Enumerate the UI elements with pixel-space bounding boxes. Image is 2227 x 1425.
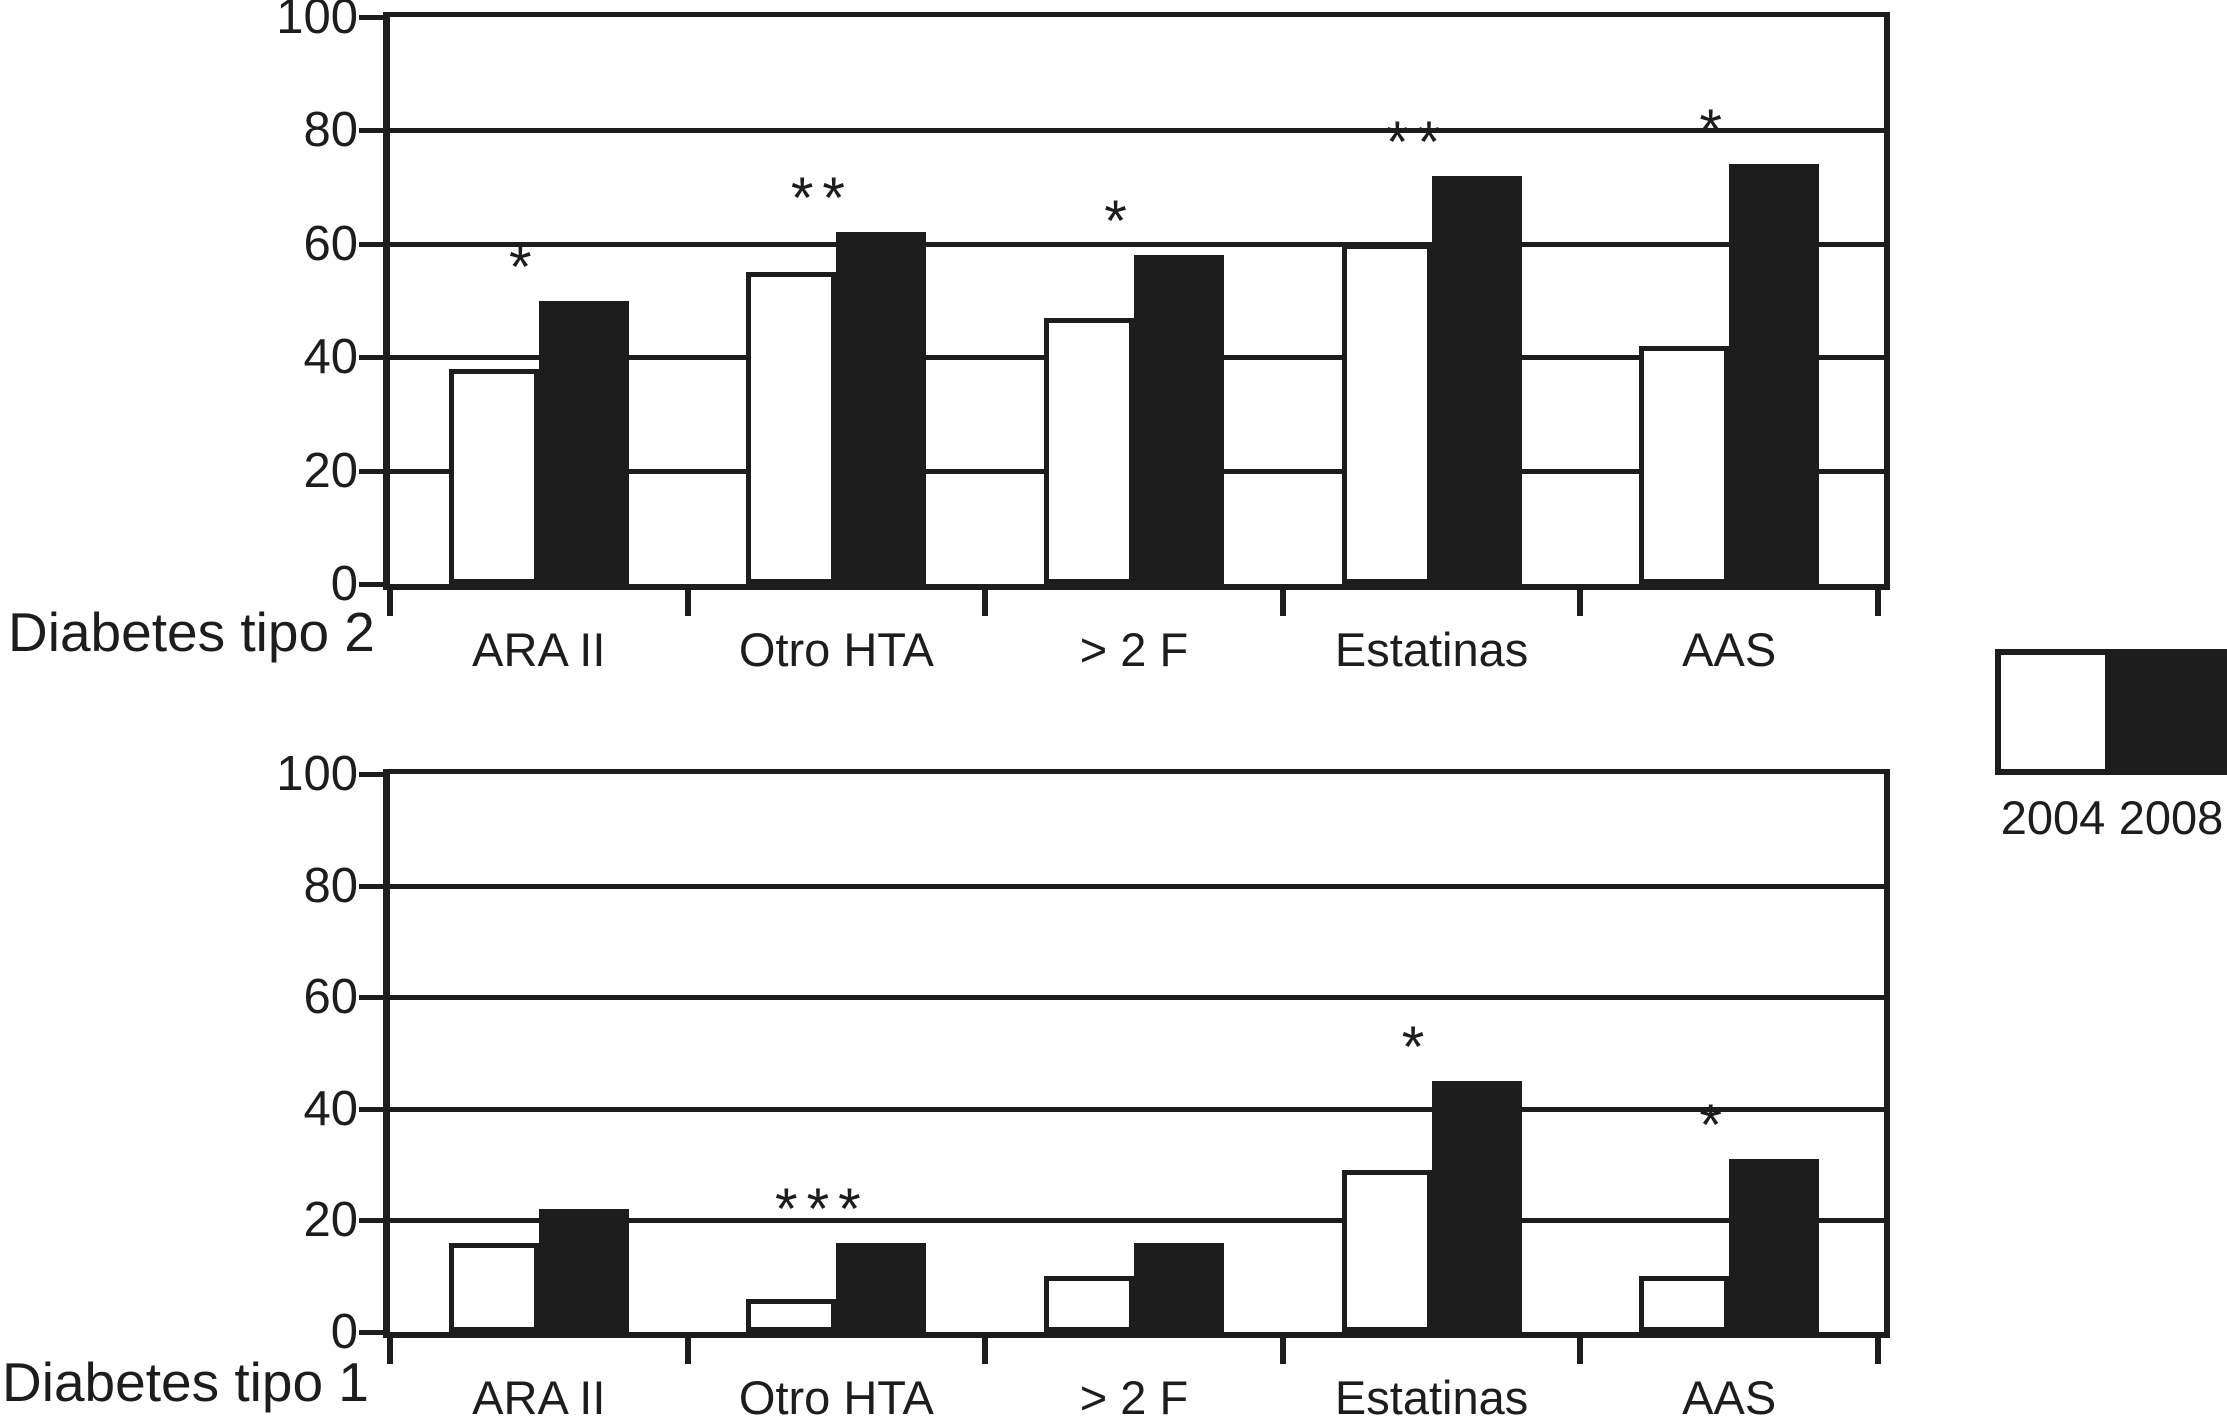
bar-2004-aas (1639, 345, 1730, 584)
bar-2004-2-f (1044, 1276, 1134, 1332)
ytick-label-60: 60 (303, 216, 358, 271)
bar-2004-ara-ii (448, 368, 539, 584)
chart-title-diabetes-tipo-1: Diabetes tipo 1 (2, 1351, 369, 1413)
bar-2004-estatinas (1341, 1170, 1432, 1332)
ytick-mark-80 (359, 128, 383, 134)
xtick-mark-0 (387, 584, 393, 616)
ytick-mark-20 (359, 468, 383, 474)
category-label-estatinas: Estatinas (1334, 623, 1529, 676)
ytick-label-80: 80 (303, 858, 358, 913)
legend-label-2008: 2008 (2118, 791, 2224, 844)
gridline-80 (390, 883, 1884, 889)
ytick-label-0: 0 (330, 557, 358, 611)
bar-2008-2-f (1134, 255, 1224, 584)
bar-2004-estatinas (1341, 243, 1432, 584)
category-label-aas: AAS (1682, 623, 1777, 676)
xtick-mark-3 (1279, 584, 1286, 616)
gridline-20 (390, 1218, 1884, 1224)
gridline-60 (390, 995, 1884, 1001)
category-label-2-f: > 2 F (1079, 1371, 1189, 1424)
gridline-80 (390, 128, 1884, 134)
category-label-ara-ii: ARA II (472, 623, 606, 676)
xtick-mark-2 (982, 1332, 989, 1364)
legend-swatch-2004 (1995, 649, 2111, 775)
category-label-ara-ii: ARA II (472, 1371, 606, 1424)
significance-annotation-aas: * (1699, 98, 1731, 164)
ytick-label-80: 80 (303, 103, 358, 158)
ytick-mark-0 (359, 1330, 383, 1335)
bar-2004-2-f (1044, 317, 1134, 584)
ytick-mark-80 (359, 883, 383, 889)
significance-annotation-2-f: * (1104, 189, 1136, 255)
legend: 2004 2008 (1975, 640, 2227, 870)
ytick-label-100: 100 (276, 0, 358, 44)
xtick-mark-2 (982, 584, 989, 616)
ytick-mark-60 (359, 241, 383, 247)
ytick-mark-100 (359, 15, 383, 20)
ytick-label-40: 40 (303, 1081, 358, 1136)
ytick-mark-40 (359, 355, 383, 361)
ytick-mark-60 (359, 995, 383, 1001)
legend-label-2004: 2004 (2000, 791, 2106, 844)
xtick-mark-0 (387, 1332, 393, 1364)
bar-2008-aas (1729, 164, 1820, 584)
bar-2004-ara-ii (448, 1242, 539, 1332)
gridline-60 (390, 241, 1884, 247)
bar-2004-aas (1639, 1276, 1730, 1332)
xtick-mark-4 (1577, 1332, 1584, 1364)
bar-2004-otro-hta (746, 1298, 837, 1332)
xtick-mark-4 (1577, 584, 1584, 616)
ytick-label-20: 20 (303, 443, 358, 498)
category-label-estatinas: Estatinas (1334, 1371, 1529, 1424)
gridline-40 (390, 1106, 1884, 1112)
bar-2004-otro-hta (746, 272, 837, 584)
category-label-aas: AAS (1682, 1371, 1777, 1424)
ytick-mark-0 (359, 582, 383, 587)
xtick-mark-5 (1875, 584, 1881, 616)
significance-annotation-otro-hta: *** (775, 1176, 870, 1242)
ytick-mark-20 (359, 1218, 383, 1224)
bar-2008-ara-ii (538, 300, 629, 584)
ytick-mark-40 (359, 1106, 383, 1112)
bar-2008-ara-ii (538, 1209, 629, 1332)
bar-chart-diabetes-tipo-2: 0 20 40 60 80 100 * ARA II ** Otro HTA * > 2 F ** Est… (276, 0, 1890, 675)
significance-annotation-estatinas: * (1401, 1014, 1434, 1080)
ytick-label-60: 60 (303, 970, 358, 1025)
significance-annotation-ara-ii: * (509, 234, 541, 300)
category-label-otro-hta: Otro HTA (738, 623, 934, 676)
bar-2008-estatinas (1431, 1080, 1522, 1332)
bar-2008-otro-hta (836, 1242, 927, 1332)
ytick-label-100: 100 (276, 747, 358, 801)
significance-annotation-otro-hta: ** (790, 166, 854, 232)
category-label-2-f: > 2 F (1079, 623, 1189, 676)
xtick-mark-5 (1875, 1332, 1881, 1364)
bar-chart-diabetes-tipo-1: 0 20 40 60 80 100 ARA II *** Otro HTA > 2 F * Estat… (276, 750, 1890, 1423)
bar-2008-aas (1729, 1159, 1820, 1332)
chart-title-diabetes-tipo-2: Diabetes tipo 2 (8, 601, 375, 663)
significance-annotation-estatinas: ** (1386, 109, 1450, 175)
xtick-mark-1 (684, 584, 691, 616)
category-label-otro-hta: Otro HTA (738, 1371, 934, 1424)
ytick-label-40: 40 (303, 330, 358, 385)
bar-2008-otro-hta (836, 232, 927, 584)
bar-2008-estatinas (1431, 175, 1522, 584)
legend-swatch-2008 (2110, 649, 2227, 775)
xtick-mark-3 (1279, 1332, 1286, 1364)
bar-2008-2-f (1134, 1242, 1224, 1332)
ytick-label-0: 0 (330, 1305, 358, 1359)
ytick-mark-100 (359, 772, 383, 777)
significance-annotation-aas: * (1699, 1093, 1731, 1159)
ytick-label-20: 20 (303, 1193, 358, 1248)
xtick-mark-1 (684, 1332, 691, 1364)
